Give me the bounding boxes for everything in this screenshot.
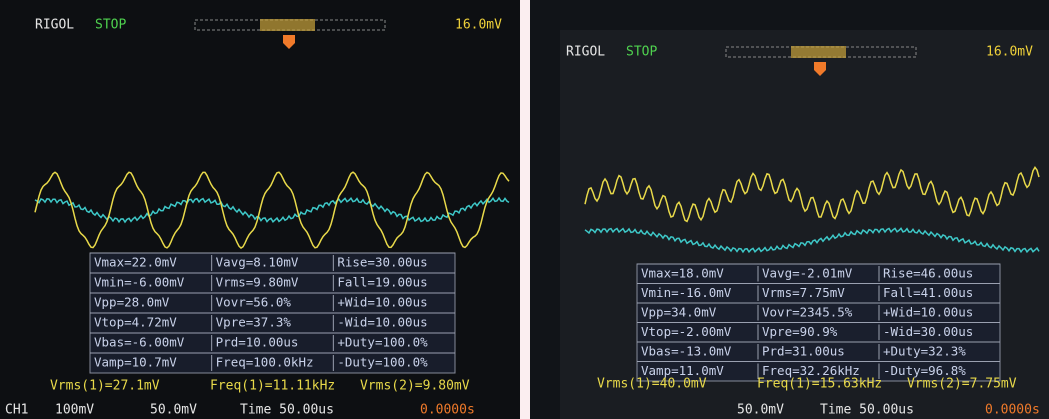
footer-item: 0.0000s (985, 403, 1040, 418)
brand: RIGOL (566, 45, 605, 60)
measurement: Vpre=90.9% (762, 324, 838, 339)
measurement: Fall=41.00us (883, 285, 973, 300)
measurement: Vrms=7.75mV (762, 285, 845, 300)
footer-item: 0.0000s (420, 403, 475, 418)
readout: Vrms(2)=7.75mV (907, 377, 1017, 392)
channel-2-trace (584, 227, 1040, 254)
measurement: +Wid=10.00us (337, 295, 427, 310)
measurement: Vpp=34.0mV (641, 304, 717, 319)
measurement: -Duty=100.0% (337, 355, 428, 370)
measurement: +Duty=32.3% (883, 343, 966, 358)
channel-2-trace (34, 196, 510, 224)
measurement: Prd=10.00us (216, 335, 299, 350)
measurement: Vovr=56.0% (216, 295, 292, 310)
status: STOP (626, 45, 657, 60)
measurement: Vavg=8.10mV (216, 255, 299, 270)
measurement: -Wid=10.00us (337, 315, 427, 330)
channel-1-trace (584, 166, 1040, 223)
measurement: +Wid=10.00us (883, 304, 973, 319)
trigger-level: 16.0mV (986, 45, 1033, 60)
footer-item: Time 50.00us (240, 403, 334, 418)
measurement: +Duty=100.0% (337, 335, 428, 350)
measurement: Freq=100.0kHz (216, 355, 314, 370)
status: STOP (95, 18, 126, 33)
readout: Vrms(1)=40.0mV (597, 377, 707, 392)
readout: Vrms(2)=9.80mV (360, 379, 470, 394)
measurement: Vpre=37.3% (216, 315, 292, 330)
trigger-window (260, 19, 315, 31)
trigger-marker (814, 62, 826, 76)
measurement: Vamp=10.7mV (94, 355, 177, 370)
measurement: -Wid=30.00us (883, 324, 973, 339)
measurement: Vmax=22.0mV (94, 255, 177, 270)
measurement: Fall=19.00us (337, 275, 427, 290)
footer-item: CH1 (5, 403, 28, 418)
channel-1-trace (34, 171, 510, 249)
readout: Freq(1)=11.11kHz (210, 379, 335, 394)
measurement: Vpp=28.0mV (94, 295, 170, 310)
footer-item: Time 50.00us (820, 403, 914, 418)
measurement: Prd=31.00us (762, 343, 845, 358)
readout: Freq(1)=15.63kHz (757, 377, 882, 392)
measurement: Vrms=9.80mV (216, 275, 299, 290)
measurement: Rise=46.00us (883, 265, 973, 280)
footer-item: 50.0mV (737, 403, 784, 418)
footer-item: 100mV (55, 403, 94, 418)
measurement: Freq=32.26kHz (762, 363, 860, 378)
measurement: -Duty=96.8% (883, 363, 966, 378)
measurement: Vbas=-13.0mV (641, 343, 732, 358)
trigger-marker (283, 35, 295, 49)
measurement: Vmin=-6.00mV (94, 275, 185, 290)
measurement: Rise=30.00us (337, 255, 427, 270)
measurement: Vmin=-16.0mV (641, 285, 732, 300)
measurement: Vamp=11.0mV (641, 363, 724, 378)
footer-item: 50.0mV (150, 403, 197, 418)
trigger-window (791, 46, 846, 58)
measurement: Vmax=18.0mV (641, 265, 724, 280)
brand: RIGOL (35, 18, 74, 33)
measurement: Vavg=-2.01mV (762, 265, 853, 280)
trigger-level: 16.0mV (455, 18, 502, 33)
measurement: Vovr=2345.5% (762, 304, 853, 319)
readout: Vrms(1)=27.1mV (50, 379, 160, 394)
measurement: Vtop=-2.00mV (641, 324, 732, 339)
measurement: Vtop=4.72mV (94, 315, 177, 330)
measurement: Vbas=-6.00mV (94, 335, 185, 350)
